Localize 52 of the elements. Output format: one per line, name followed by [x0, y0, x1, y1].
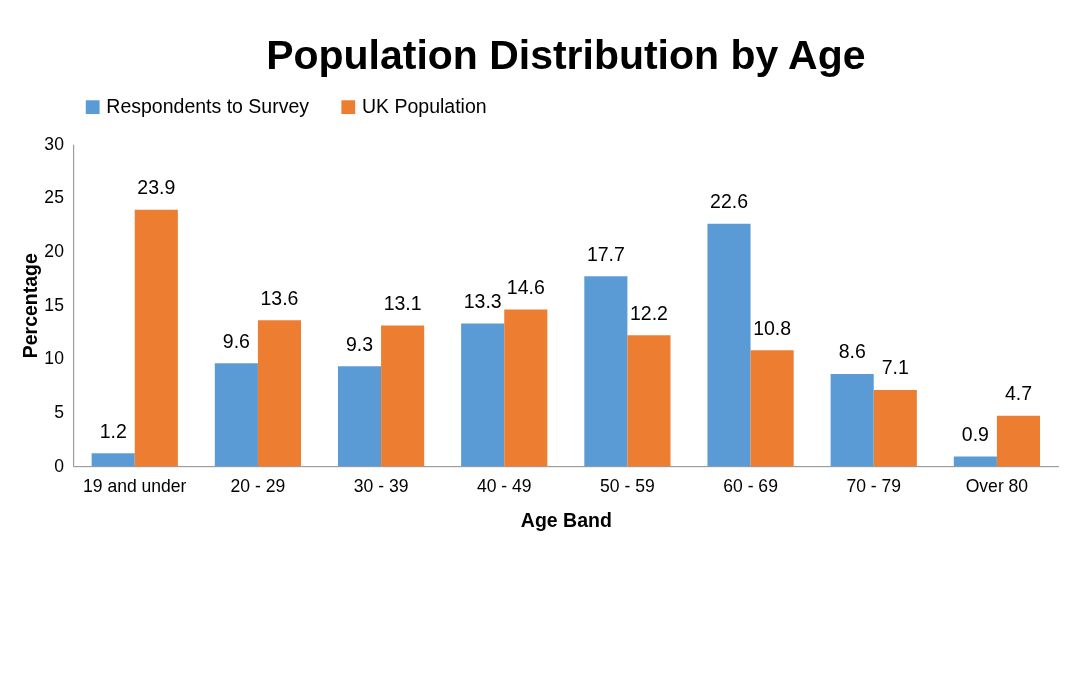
- y-axis-title: Percentage: [18, 252, 41, 359]
- data-label: 14.6: [506, 275, 545, 298]
- y-tick-label: 15: [44, 294, 65, 315]
- data-label: 4.7: [1004, 382, 1033, 405]
- x-tick-label: 40 - 49: [476, 476, 532, 497]
- bar: [873, 389, 917, 467]
- bar: [750, 350, 794, 467]
- bar: [627, 335, 671, 467]
- data-label: 22.6: [710, 190, 748, 213]
- bar: [381, 325, 425, 467]
- x-tick-label: 50 - 59: [600, 476, 655, 497]
- data-label: 13.3: [463, 289, 502, 312]
- y-tick-label: 30: [44, 133, 65, 154]
- bar: [461, 323, 505, 467]
- data-label: 13.6: [260, 286, 299, 309]
- bar: [257, 320, 302, 467]
- y-tick-label: 5: [54, 401, 65, 422]
- bar: [134, 209, 178, 467]
- x-axis-title: Age Band: [520, 509, 612, 532]
- bar: [214, 363, 258, 467]
- data-label: 9.3: [345, 332, 374, 355]
- bar: [953, 456, 997, 467]
- legend-label: Respondents to Survey: [106, 95, 310, 118]
- x-tick-label: 20 - 29: [230, 476, 286, 497]
- data-label: 12.2: [629, 301, 668, 324]
- y-tick-label: 20: [44, 240, 65, 261]
- data-label: 1.2: [99, 419, 127, 442]
- x-tick-label: 60 - 69: [723, 476, 778, 497]
- data-label: 23.9: [137, 176, 176, 199]
- bar: [504, 309, 548, 467]
- x-tick-label: 19 and under: [83, 476, 187, 497]
- chart-title: Population Distribution by Age: [266, 32, 866, 79]
- legend-label: UK Population: [361, 95, 487, 118]
- bar: [584, 276, 628, 467]
- bar: [91, 453, 135, 467]
- data-label: 8.6: [838, 340, 866, 363]
- data-label: 7.1: [881, 356, 909, 379]
- bar: [830, 373, 874, 467]
- x-tick-label: Over 80: [965, 476, 1029, 497]
- bar: [707, 223, 751, 467]
- y-tick-label: 10: [44, 348, 65, 369]
- y-tick-label: 25: [44, 187, 65, 208]
- data-label: 13.1: [383, 291, 422, 314]
- y-tick-label: 0: [54, 455, 65, 476]
- data-label: 0.9: [961, 422, 989, 445]
- x-tick-label: 30 - 39: [353, 476, 409, 497]
- data-label: 17.7: [586, 242, 625, 265]
- bar: [337, 366, 382, 467]
- bar: [996, 415, 1041, 467]
- x-tick-label: 70 - 79: [846, 476, 902, 497]
- data-label: 9.6: [222, 329, 250, 352]
- data-label: 10.8: [753, 316, 792, 339]
